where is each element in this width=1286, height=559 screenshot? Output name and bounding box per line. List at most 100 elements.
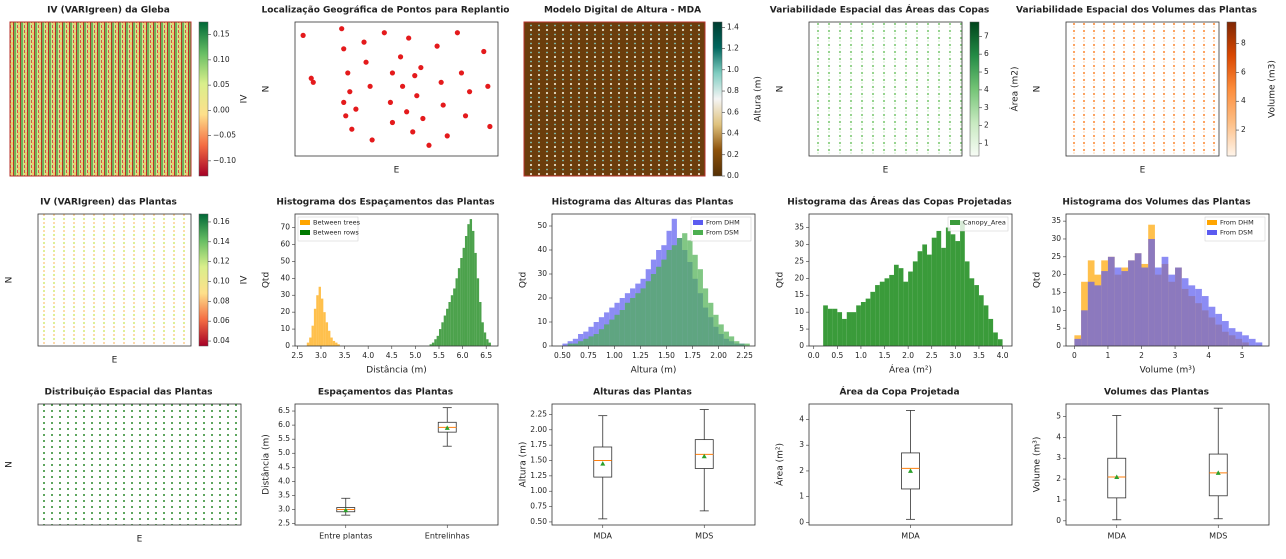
- colorbar-tick-label: 4: [984, 85, 989, 94]
- histogram-bar: [945, 227, 951, 346]
- histogram-bar: [884, 278, 890, 346]
- histogram-bar: [692, 254, 698, 346]
- histogram-bar: [666, 250, 672, 346]
- histogram-bar: [744, 343, 750, 346]
- x-tick-label: 1.75: [684, 351, 701, 360]
- histogram-bar: [583, 338, 589, 346]
- histogram-bar: [645, 281, 651, 346]
- histogram-bar: [460, 258, 463, 346]
- legend-swatch: [1207, 220, 1217, 225]
- histogram-bar: [1141, 267, 1149, 346]
- y-axis-label: N: [5, 277, 15, 284]
- histogram-bar: [429, 344, 432, 346]
- y-tick-label: 50: [537, 221, 547, 230]
- histogram-bar: [875, 285, 880, 346]
- y-axis-label: Qtd: [776, 272, 786, 288]
- point: [369, 137, 375, 143]
- colorbar: [198, 21, 209, 177]
- chart-panel: Modelo Digital de Altura - MDA 0.0 0.2 0.4 0…: [523, 6, 764, 180]
- y-tick-label: 4.0: [278, 476, 290, 485]
- point: [300, 32, 306, 39]
- y-tick-label: 5.0: [278, 448, 290, 457]
- point: [440, 102, 446, 108]
- y-tick-label: 20: [537, 293, 547, 302]
- histogram-bar: [832, 308, 838, 346]
- point: [485, 83, 491, 89]
- colorbar: [969, 21, 980, 157]
- histogram-bar: [823, 305, 828, 346]
- point: [412, 73, 418, 79]
- histogram-bar: [455, 278, 458, 346]
- point: [345, 70, 351, 76]
- y-tick-label: 30: [280, 290, 290, 299]
- histogram-bar: [870, 291, 876, 346]
- histogram-bar: [469, 219, 473, 346]
- y-tick-label: 0: [285, 341, 290, 350]
- y-tick-label: 1: [799, 492, 804, 501]
- histogram-bar: [624, 302, 631, 346]
- histogram-bar: [889, 274, 894, 346]
- raster: [1066, 22, 1219, 156]
- histogram-bar: [609, 319, 615, 346]
- histogram-bar: [846, 312, 852, 346]
- x-tick-label: 1.50: [658, 351, 675, 360]
- x-tick-label: 3.5: [973, 351, 985, 360]
- histogram-bar: [604, 324, 610, 346]
- raster: [38, 214, 191, 346]
- point: [361, 39, 367, 45]
- y-axis-label: N: [1033, 86, 1043, 93]
- y-tick-label: 1: [1056, 495, 1061, 504]
- x-tick-label: 1.5: [879, 351, 891, 360]
- legend-box: [947, 216, 1009, 232]
- histogram-bar: [993, 332, 998, 346]
- colorbar-label: Área (m2): [1009, 66, 1021, 111]
- colorbar-tick-label: 0.05: [213, 80, 230, 89]
- histogram-bar: [467, 224, 470, 346]
- colorbar: [1226, 21, 1237, 157]
- x-axis-label: E: [883, 166, 889, 176]
- histogram-bar: [1114, 267, 1122, 346]
- y-axis-label: N: [262, 86, 272, 93]
- x-tick-label: 2.5: [926, 351, 938, 360]
- histogram-bar: [320, 298, 324, 346]
- chart-panel: Espaçamentos das Plantas Distância (m) 2.5…: [262, 388, 499, 541]
- histogram-bar: [578, 334, 584, 346]
- histogram-bar: [988, 318, 994, 346]
- histogram-bar: [311, 325, 314, 346]
- chart-panel: Variabilidade Espacial das Áreas das Cop…: [770, 4, 1021, 176]
- histogram-bar: [431, 342, 435, 346]
- x-axis-label: Distância (m): [366, 366, 426, 376]
- point: [420, 115, 426, 122]
- x-tick-label: 5.0: [409, 351, 421, 360]
- y-tick-label: 4.5: [278, 462, 290, 471]
- colorbar-tick-label: 1.4: [727, 22, 739, 31]
- raster: [809, 22, 962, 156]
- plot-frame: [37, 403, 242, 526]
- colorbar-tick-label: 0.08: [213, 296, 230, 305]
- histogram-bar: [912, 261, 918, 346]
- x-tick-label: 2: [1139, 351, 1144, 360]
- plot-frame: [808, 21, 963, 157]
- histogram-bar: [1128, 260, 1135, 346]
- histogram-bar: [997, 339, 1003, 346]
- point: [343, 113, 349, 119]
- histogram-bar: [316, 295, 319, 346]
- histogram-bar: [1168, 274, 1176, 346]
- x-tick-label: 0.50: [554, 351, 571, 360]
- point: [363, 59, 369, 65]
- colorbar-tick-label: 0.12: [213, 257, 230, 266]
- x-tick-label: 3.0: [315, 351, 327, 360]
- point: [404, 109, 410, 115]
- histogram-bar: [903, 281, 909, 346]
- histogram-bar: [936, 230, 942, 346]
- chart-title: Histograma dos Volumes das Plantas: [1062, 198, 1250, 208]
- histogram-bar: [1208, 306, 1216, 346]
- chart-title: Área da Copa Projetada: [839, 386, 959, 398]
- x-tick-label: 4.0: [362, 351, 374, 360]
- histogram-bar: [593, 334, 599, 346]
- colorbar-tick-label: 1.0: [727, 65, 739, 74]
- point: [444, 133, 450, 139]
- histogram-bar: [860, 302, 866, 346]
- x-axis-label: E: [112, 356, 118, 366]
- histogram-bar: [964, 261, 970, 346]
